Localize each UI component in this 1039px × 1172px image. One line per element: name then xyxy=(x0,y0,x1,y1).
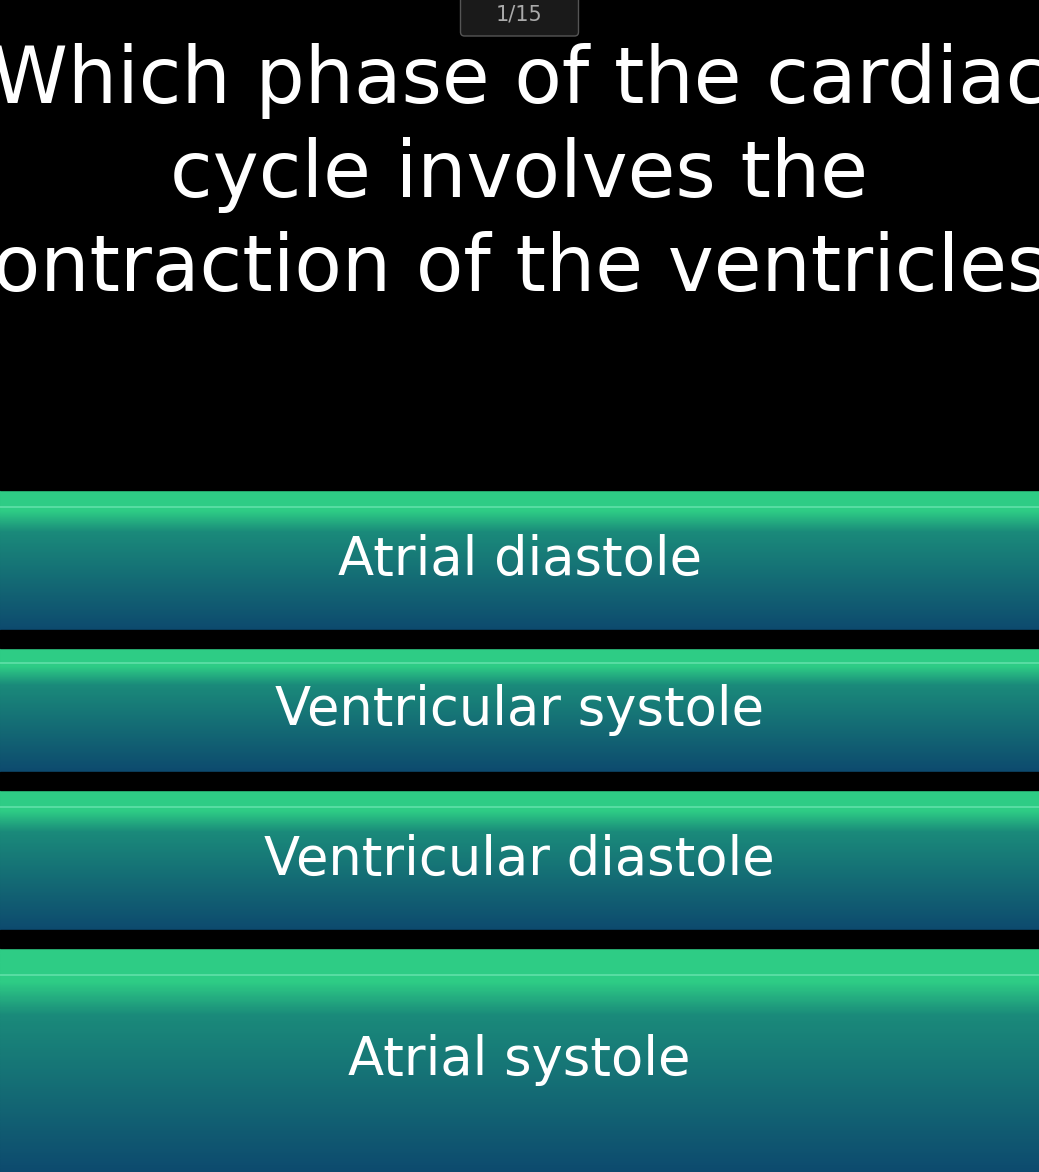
Text: Which phase of the cardiac
cycle involves the
contraction of the ventricles?: Which phase of the cardiac cycle involve… xyxy=(0,43,1039,307)
Text: Ventricular systole: Ventricular systole xyxy=(275,684,764,736)
Bar xyxy=(0,0,1039,490)
Text: 1/15: 1/15 xyxy=(497,4,542,23)
Bar xyxy=(0,931,1039,948)
Bar xyxy=(0,772,1039,790)
FancyBboxPatch shape xyxy=(460,0,579,36)
Text: Atrial diastole: Atrial diastole xyxy=(338,534,701,586)
Bar xyxy=(0,631,1039,648)
Text: Ventricular diastole: Ventricular diastole xyxy=(264,834,775,886)
Text: Atrial systole: Atrial systole xyxy=(348,1034,691,1086)
